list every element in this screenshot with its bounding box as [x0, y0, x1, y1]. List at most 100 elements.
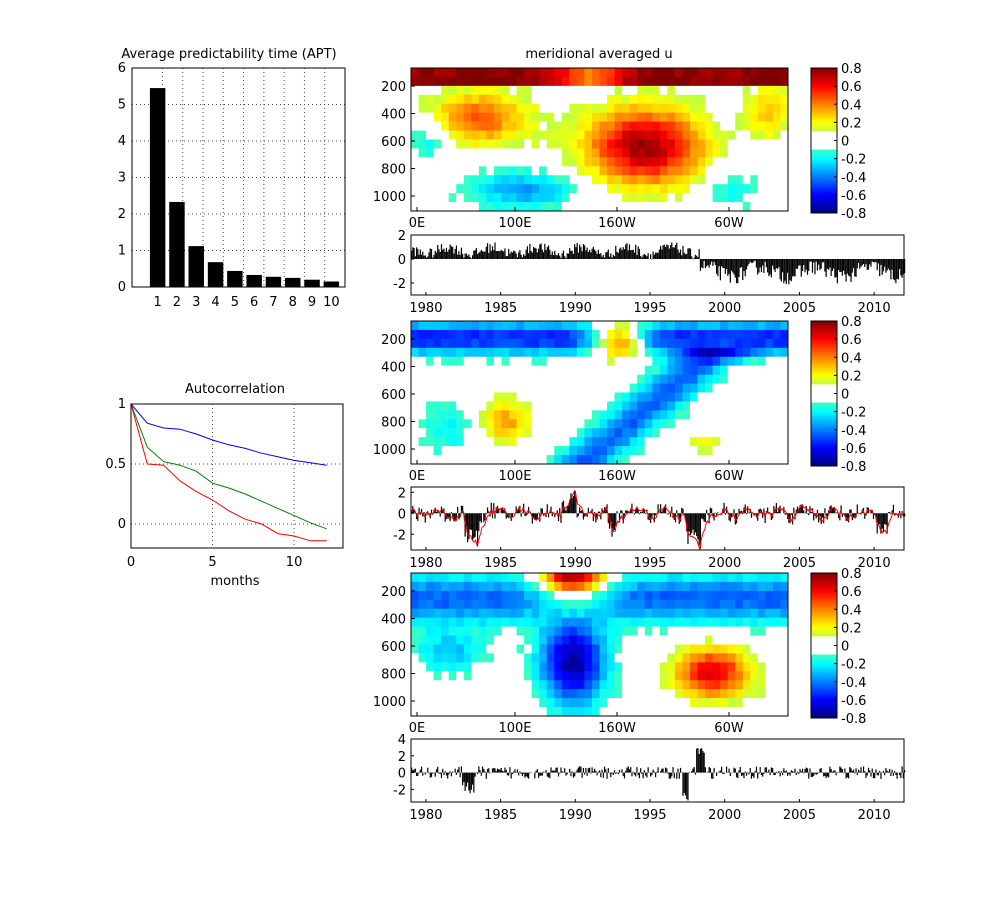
- pattern2-cell: [569, 401, 578, 411]
- pattern2-cell: [614, 437, 623, 447]
- pc2-bar: [862, 507, 865, 514]
- pc1-bar: [708, 259, 710, 268]
- pattern2-cell: [516, 329, 525, 340]
- pc3-bar: [435, 769, 438, 773]
- pattern2-cell: [780, 392, 789, 402]
- pattern3-cell: [674, 689, 683, 699]
- pattern3-cell: [584, 590, 593, 601]
- pattern3-cell: [599, 581, 608, 592]
- pc3-bar: [740, 772, 743, 776]
- pc2-bar: [478, 513, 480, 532]
- pattern2-cell: [433, 428, 442, 438]
- pattern1-cell: [697, 184, 706, 194]
- pc2-bar: [763, 508, 765, 514]
- pc1-bar: [545, 250, 547, 259]
- pattern3-colorbar-cell: [811, 613, 837, 617]
- pc1-bar: [740, 259, 743, 268]
- pattern1-cell: [478, 184, 487, 194]
- pc1-bar: [650, 254, 652, 259]
- pattern2-cell: [554, 329, 563, 340]
- pc3-bar: [613, 770, 616, 773]
- pattern1-colorbar-cells: [811, 68, 837, 214]
- pc1-bar: [640, 256, 642, 259]
- pc2-bar: [473, 513, 475, 539]
- pc1-bar: [483, 251, 485, 259]
- pattern2-cell: [509, 446, 517, 456]
- pattern1-cell: [478, 157, 487, 167]
- pattern2-cell: [471, 410, 480, 420]
- pc2-overlay-line: [410, 490, 905, 550]
- pc1-bar: [478, 252, 480, 259]
- pattern1-cell: [554, 94, 563, 105]
- pc2-bar: [601, 508, 603, 514]
- pattern2-cell: [622, 446, 631, 456]
- pc1-bar: [732, 259, 734, 273]
- pattern2-colorbar-cells: [811, 321, 837, 467]
- pattern2-cell: [689, 446, 698, 456]
- pattern1-cell: [478, 76, 487, 87]
- pattern2-colorbar-cell: [811, 327, 837, 331]
- pattern2-cell: [501, 437, 510, 447]
- pattern2-cell: [712, 329, 721, 340]
- pattern1-cell: [757, 148, 766, 158]
- pattern2-cell: [720, 365, 729, 376]
- pc3-bar: [880, 772, 882, 779]
- pattern1-cell: [433, 193, 442, 203]
- pattern2-cell: [772, 428, 781, 438]
- pattern1-cell: [644, 184, 653, 194]
- pc2-bar: [485, 513, 487, 515]
- pattern1-colorbar-cell: [811, 197, 837, 200]
- pattern2-cell: [531, 401, 540, 411]
- pattern3-cell: [524, 626, 533, 636]
- pattern3-cell: [735, 573, 744, 583]
- pattern3-cell: [516, 599, 525, 610]
- pattern2-cell: [463, 383, 472, 393]
- pattern2-cell: [727, 419, 736, 429]
- pattern1-cell: [561, 166, 570, 176]
- pattern3-cell: [644, 653, 653, 663]
- pattern1-colorbar-cell: [811, 149, 837, 153]
- pattern1-cell: [705, 112, 713, 123]
- pc2-bar: [706, 509, 708, 514]
- pattern1-cell: [516, 121, 525, 131]
- pattern3-colorbar-label: -0.4: [841, 676, 866, 691]
- pattern2-cell: [682, 392, 691, 402]
- pattern1-cell: [524, 175, 533, 185]
- pattern1-cell: [546, 193, 555, 203]
- pattern2-cell: [750, 365, 759, 376]
- pattern1-cell: [667, 130, 676, 140]
- pattern2-cell: [667, 356, 676, 367]
- pattern1-cell: [772, 193, 781, 203]
- pc3-bar: [708, 767, 710, 773]
- pc2-ytick-label: 2: [398, 486, 406, 501]
- pattern3-cell: [599, 626, 608, 636]
- pattern1-cell: [599, 175, 608, 185]
- pattern1-cell: [411, 166, 419, 176]
- pattern2-cell: [546, 383, 555, 393]
- pattern3-cell: [727, 680, 736, 690]
- pattern3-cell: [584, 698, 593, 708]
- pattern1-cell: [509, 130, 517, 140]
- pattern2-cell: [750, 437, 759, 447]
- pattern1-cell: [599, 157, 608, 167]
- pattern3-cell: [486, 573, 495, 583]
- pc1-bar: [655, 252, 657, 259]
- pattern1-cell: [418, 148, 427, 158]
- pattern1-cell: [772, 68, 781, 78]
- pattern3-colorbar-cell: [811, 577, 837, 581]
- pattern1-colorbar-cell: [811, 185, 837, 189]
- pattern1-cell: [742, 121, 751, 131]
- pc1-bar: [521, 257, 523, 259]
- pattern3-cell: [607, 671, 615, 681]
- pattern2-cell: [772, 419, 781, 429]
- pattern3-cell: [509, 608, 517, 619]
- pattern3-cell: [780, 608, 789, 619]
- pattern3-cell: [705, 653, 713, 663]
- pc3-bar: [864, 771, 866, 773]
- pc3-bar: [785, 770, 787, 773]
- pattern3-cell: [742, 573, 751, 583]
- pc2-xtick-label: 1985: [484, 556, 517, 571]
- pattern3-cell: [509, 698, 517, 708]
- pc1-bar: [764, 259, 766, 262]
- pattern1-cell: [705, 157, 713, 167]
